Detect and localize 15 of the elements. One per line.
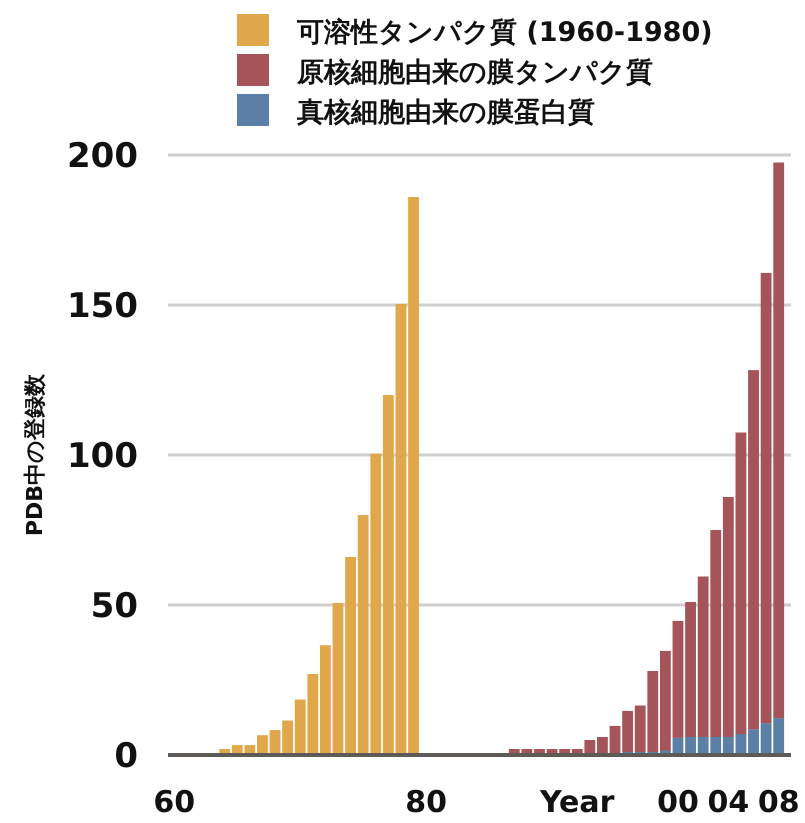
y-axis-title: PDB中の登録数 xyxy=(23,372,48,536)
legend-label: 原核細胞由来の膜タンパク質 xyxy=(296,57,653,88)
x-tick-label: 80 xyxy=(405,785,448,820)
legend-label: 可溶性タンパク質 (1960-1980) xyxy=(296,17,713,48)
y-tick-label: 100 xyxy=(67,436,138,476)
y-tick-label: 50 xyxy=(90,586,138,626)
legend-label: 真核細胞由来の膜蛋白質 xyxy=(296,97,595,128)
x-axis-title: Year xyxy=(539,785,615,820)
x-tick-label: 00 xyxy=(657,785,699,820)
x-tick-label: 60 xyxy=(153,785,196,820)
y-tick-label: 0 xyxy=(114,736,138,776)
y-tick-label: 150 xyxy=(67,286,138,326)
y-tick-label: 200 xyxy=(67,136,138,176)
x-tick-label: 08 xyxy=(758,785,800,820)
x-tick-label: 04 xyxy=(707,785,750,820)
